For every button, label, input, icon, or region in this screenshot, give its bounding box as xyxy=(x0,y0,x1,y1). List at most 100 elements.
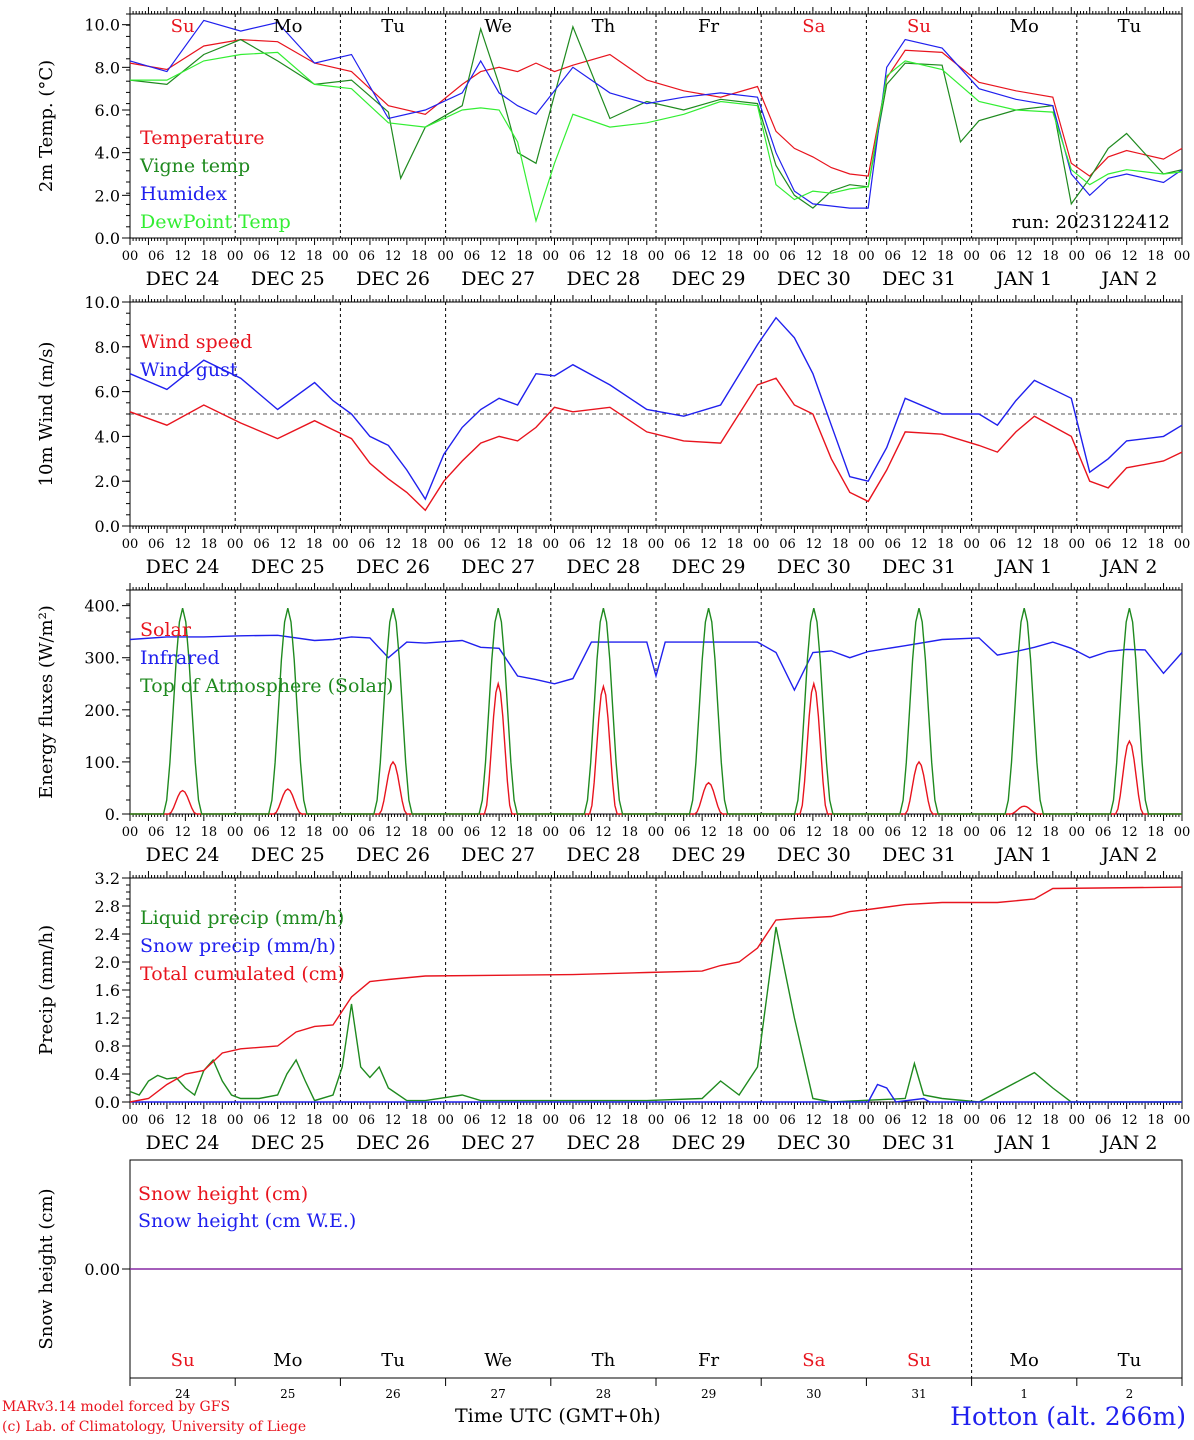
date-label: DEC 31 xyxy=(882,268,956,290)
hour-tick-label: 18 xyxy=(1147,249,1164,264)
hour-tick-label: 18 xyxy=(621,825,638,840)
hour-tick-label: 18 xyxy=(1042,249,1059,264)
hour-tick-label: 18 xyxy=(411,1113,428,1128)
y-tick-label: 200. xyxy=(84,701,120,720)
hour-tick-label: 18 xyxy=(201,249,218,264)
plot-frame xyxy=(129,589,1183,815)
hour-tick-label: 18 xyxy=(306,537,323,552)
y-tick-label: 8.0 xyxy=(95,58,120,77)
hour-tick-label: 00 xyxy=(858,249,875,264)
hour-tick-label: 06 xyxy=(884,249,901,264)
date-label: DEC 27 xyxy=(461,268,535,290)
y-tick-label: 2.0 xyxy=(95,472,120,491)
date-label: DEC 24 xyxy=(146,844,220,866)
hour-tick-label: 06 xyxy=(148,537,165,552)
hour-tick-label: 12 xyxy=(280,825,297,840)
hour-tick-label: 06 xyxy=(779,249,796,264)
legend-entry: Snow height (cm) xyxy=(138,1183,308,1205)
hour-tick-label: 18 xyxy=(411,537,428,552)
hour-tick-label: 00 xyxy=(122,1113,139,1128)
hour-tick-label: 12 xyxy=(490,249,507,264)
weekday-label: Tu xyxy=(1118,1350,1142,1371)
y-tick-label: 0.00 xyxy=(84,1260,120,1279)
hour-tick-label: 00 xyxy=(858,825,875,840)
date-label: DEC 26 xyxy=(356,268,430,290)
hour-tick-label: 18 xyxy=(1147,825,1164,840)
hour-tick-label: 18 xyxy=(621,249,638,264)
hour-tick-label: 06 xyxy=(569,825,586,840)
y-tick-label: 1.2 xyxy=(95,1009,120,1028)
hour-tick-label: 12 xyxy=(1016,1113,1033,1128)
y-tick-label: 2.4 xyxy=(95,925,120,944)
series-line-1 xyxy=(129,377,1183,512)
hour-tick-label: 06 xyxy=(358,249,375,264)
weekday-label: Su xyxy=(171,1350,195,1371)
legend-entry: Temperature xyxy=(140,127,264,149)
y-axis-label: 2m Temp. (°C) xyxy=(36,60,57,192)
hour-tick-label: 06 xyxy=(884,1113,901,1128)
weekday-label: Th xyxy=(592,16,616,37)
weekday-label: Su xyxy=(907,16,931,37)
day-number-label: 30 xyxy=(806,1387,821,1401)
legend-entry: Top of Atmosphere (Solar) xyxy=(140,675,393,697)
hour-tick-label: 12 xyxy=(385,1113,402,1128)
hour-tick-label: 00 xyxy=(332,249,349,264)
y-axis-label: Energy fluxes (W/m²) xyxy=(36,605,57,799)
y-tick-label: 2.0 xyxy=(95,186,120,205)
lab-credit: (c) Lab. of Climatology, University of L… xyxy=(2,1419,307,1435)
hour-tick-label: 00 xyxy=(1069,537,1086,552)
day-number-label: 29 xyxy=(701,1387,716,1401)
hour-tick-label: 06 xyxy=(253,537,270,552)
hour-tick-label: 12 xyxy=(1016,537,1033,552)
hour-tick-label: 12 xyxy=(280,537,297,552)
hour-tick-label: 06 xyxy=(253,825,270,840)
hour-tick-label: 18 xyxy=(1042,825,1059,840)
hour-tick-label: 12 xyxy=(385,825,402,840)
hour-tick-label: 12 xyxy=(806,825,823,840)
weekday-label: Th xyxy=(592,1350,616,1371)
series-line-3 xyxy=(130,608,1182,815)
hour-tick-label: 18 xyxy=(937,249,954,264)
date-label: DEC 25 xyxy=(251,268,325,290)
legend-entry: Snow precip (mm/h) xyxy=(140,935,336,957)
weekday-label: Fr xyxy=(698,16,719,37)
hour-tick-label: 12 xyxy=(280,249,297,264)
hour-tick-label: 12 xyxy=(1121,825,1138,840)
hour-tick-label: 18 xyxy=(937,1113,954,1128)
hour-tick-label: 00 xyxy=(1174,825,1191,840)
hour-tick-label: 12 xyxy=(911,825,928,840)
series-line-3 xyxy=(129,886,1183,1103)
hour-tick-label: 00 xyxy=(227,249,244,264)
hour-tick-label: 00 xyxy=(1069,249,1086,264)
hour-tick-label: 18 xyxy=(1147,537,1164,552)
hour-tick-label: 12 xyxy=(1121,537,1138,552)
hour-tick-label: 18 xyxy=(306,825,323,840)
hour-tick-label: 12 xyxy=(806,1113,823,1128)
hour-tick-label: 12 xyxy=(595,825,612,840)
hour-tick-label: 00 xyxy=(437,1113,454,1128)
legend-entry: Wind gust xyxy=(140,359,238,381)
hour-tick-label: 06 xyxy=(1095,1113,1112,1128)
panel-1 xyxy=(122,7,1183,245)
date-label: JAN 2 xyxy=(1099,1132,1157,1154)
hour-tick-label: 00 xyxy=(1174,249,1191,264)
hour-tick-label: 12 xyxy=(806,537,823,552)
legend-entry: Snow height (cm W.E.) xyxy=(138,1210,356,1232)
hour-tick-label: 00 xyxy=(1174,1113,1191,1128)
y-tick-label: 10.0 xyxy=(84,16,120,35)
date-label: DEC 28 xyxy=(566,268,640,290)
hour-tick-label: 06 xyxy=(674,537,691,552)
date-label: DEC 24 xyxy=(146,556,220,578)
date-label: DEC 24 xyxy=(146,268,220,290)
hour-tick-label: 00 xyxy=(332,537,349,552)
hour-tick-label: 00 xyxy=(963,249,980,264)
hour-tick-label: 18 xyxy=(937,537,954,552)
y-tick-label: 0. xyxy=(105,805,120,824)
hour-tick-label: 00 xyxy=(227,825,244,840)
date-label: DEC 27 xyxy=(461,844,535,866)
y-tick-label: 1.6 xyxy=(95,981,120,1000)
hour-tick-label: 06 xyxy=(253,249,270,264)
hour-tick-label: 00 xyxy=(332,825,349,840)
hour-tick-label: 00 xyxy=(648,825,665,840)
y-tick-label: 0.0 xyxy=(95,229,120,248)
